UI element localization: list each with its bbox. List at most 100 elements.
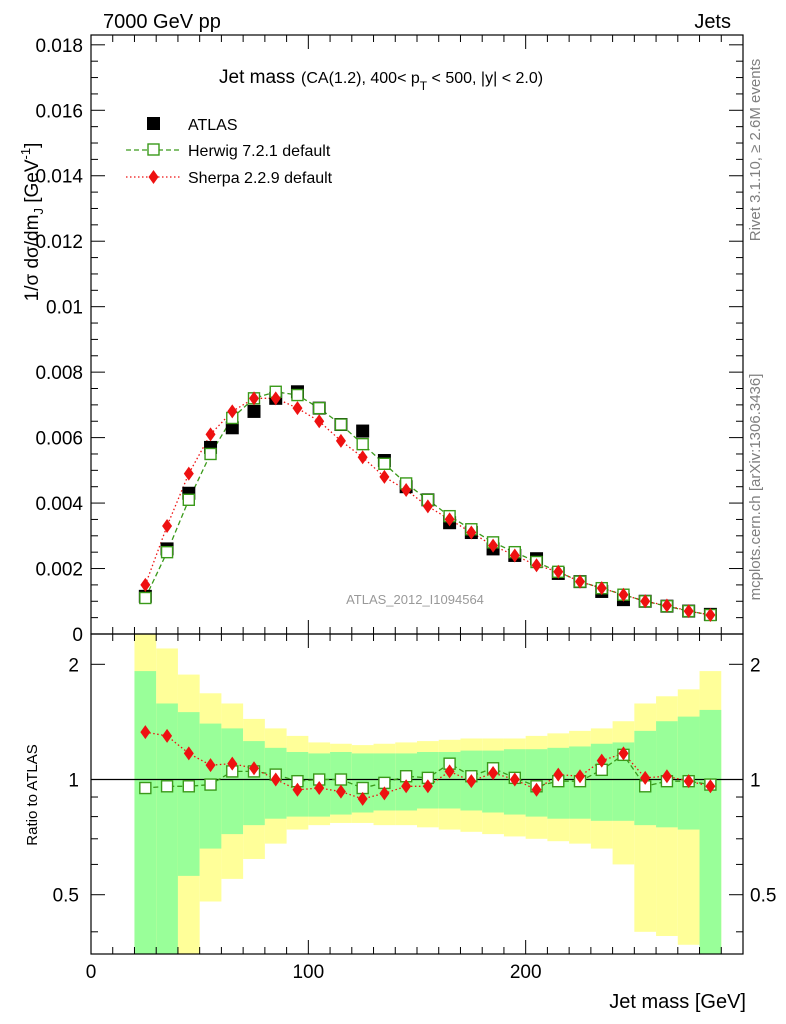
band-inner-4 [221, 728, 244, 835]
sherpa-ratio-point-2 [183, 746, 194, 761]
sherpa-point-0 [140, 577, 151, 592]
main-y-tick-label-8: 0.016 [35, 101, 83, 122]
sherpa-point-21 [596, 581, 607, 596]
sherpa-ratio-point-15 [466, 774, 477, 789]
sherpa-ratio-point-11 [379, 786, 390, 801]
header-right: Jets [694, 11, 731, 33]
sherpa-ratio-point-3 [205, 758, 216, 773]
sherpa-point-9 [335, 433, 346, 448]
ratio-y-tick-label-right-1: 1 [750, 771, 761, 792]
sherpa-point-5 [249, 391, 259, 406]
main-y-tick-label-3: 0.006 [35, 429, 83, 450]
ratio-y-tick-label-right-0: 0.5 [750, 886, 776, 907]
sherpa-ratio-point-5 [249, 761, 259, 776]
sherpa-point-18 [531, 558, 542, 573]
sherpa-point-23 [640, 594, 651, 609]
sherpa-ratio-point-24 [661, 769, 672, 784]
sherpa-ratio-point-26 [705, 779, 716, 794]
legend-atlas-marker [147, 117, 160, 130]
band-inner-21 [590, 743, 613, 821]
sherpa-ratio-point-13 [422, 779, 433, 794]
sherpa-point-15 [466, 525, 477, 540]
herwig-point-1 [160, 545, 174, 559]
sherpa-ratio-point-8 [314, 781, 325, 796]
sherpa-point-7 [292, 401, 303, 416]
sherpa-point-3 [205, 427, 216, 442]
sherpa-point-17 [509, 548, 520, 563]
plot-title-main: Jet mass [219, 67, 295, 88]
ratio-uncertainty-bands [134, 634, 722, 954]
band-inner-0 [134, 671, 157, 954]
axis-tick-labels: 0 100 200 0 0.002 0.004 0.006 0.008 0.01 0.012 0.0… [35, 36, 776, 983]
sherpa-ratio-point-4 [227, 756, 238, 771]
herwig-ratio-point-9 [334, 773, 348, 786]
atlas-point-4 [225, 421, 239, 435]
main-ylabel-main: 1/σ dσ/dm [22, 215, 43, 302]
main-ylabel-close: ] [22, 143, 43, 148]
main-y-tick-label-6: 0.012 [35, 232, 83, 253]
legend-atlas-label: ATLAS [188, 117, 238, 134]
x-tick-label-0: 0 [86, 962, 97, 983]
band-inner-2 [177, 712, 200, 876]
axis-ticks [90, 35, 743, 954]
ratio-ylabel: Ratio to ATLAS [24, 744, 41, 845]
header-left: 7000 GeV pp [103, 11, 221, 33]
sherpa-ratio-point-12 [401, 779, 412, 794]
legend: ATLAS Herwig 7.2.1 default Sherpa 2.2.9 … [126, 117, 333, 187]
atlas-point-10 [356, 424, 370, 438]
herwig-point-0 [139, 591, 152, 605]
sherpa-main-line [144, 397, 711, 616]
band-inner-5 [243, 741, 265, 826]
main-ylabel-unit: [GeV [22, 159, 43, 208]
sherpa-point-12 [401, 482, 412, 497]
ratio-y-tick-label-left-0: 0.5 [53, 886, 79, 907]
sherpa-point-10 [357, 450, 368, 465]
herwig-point-7 [291, 388, 304, 402]
sherpa-point-1 [162, 518, 173, 533]
herwig-point-3 [204, 447, 217, 461]
x-tick-label-1: 100 [292, 962, 324, 983]
legend-sherpa-label: Sherpa 2.2.9 default [188, 170, 333, 187]
analysis-watermark: ATLAS_2012_I1094564 [346, 592, 484, 607]
sherpa-point-24 [661, 598, 672, 613]
herwig-ratio-point-0 [139, 781, 152, 795]
x-tick-label-2: 200 [510, 962, 542, 983]
band-inner-1 [156, 703, 178, 954]
herwig-ratio-point-3 [204, 778, 217, 791]
sherpa-ratio-point-6 [270, 772, 281, 787]
sherpa-point-19 [553, 564, 564, 579]
legend-herwig-marker [147, 143, 160, 156]
sherpa-point-8 [314, 414, 325, 429]
sherpa-ratio-point-10 [357, 791, 368, 806]
sherpa-point-11 [379, 469, 390, 484]
sherpa-ratio-point-18 [531, 782, 542, 797]
band-inner-25 [677, 716, 700, 830]
sherpa-point-2 [183, 466, 194, 481]
sherpa-ratio-point-20 [575, 769, 585, 784]
sherpa-ratio-point-22 [618, 746, 629, 761]
sherpa-point-22 [618, 587, 629, 602]
main-y-tick-label-7: 0.014 [35, 167, 83, 188]
sherpa-ratio-point-1 [162, 728, 173, 743]
sherpa-point-6 [270, 391, 281, 406]
sherpa-ratio-point-19 [553, 767, 564, 782]
series-markers [138, 385, 717, 806]
atlas-point-5 [247, 404, 261, 418]
legend-sherpa-marker [148, 170, 159, 184]
legend-herwig-label: Herwig 7.2.1 default [188, 143, 331, 160]
sherpa-ratio-point-7 [292, 782, 303, 797]
sherpa-ratio-point-0 [140, 725, 151, 740]
sherpa-ratio-point-17 [509, 772, 520, 787]
main-ylabel-sub: J [31, 208, 46, 215]
main-y-tick-label-0: 0 [72, 625, 83, 646]
sherpa-ratio-point-14 [444, 764, 455, 779]
plot-title-sub-T: T [420, 79, 428, 93]
sherpa-ratio-point-25 [683, 774, 694, 789]
sherpa-point-26 [705, 608, 716, 623]
band-inner-26 [699, 709, 722, 954]
band-inner-16 [482, 750, 504, 813]
xlabel: Jet mass [GeV] [609, 991, 746, 1013]
main-y-tick-label-9: 0.018 [35, 36, 83, 57]
plot-title-sub-2: < 500, |y| < 2.0) [427, 70, 543, 87]
